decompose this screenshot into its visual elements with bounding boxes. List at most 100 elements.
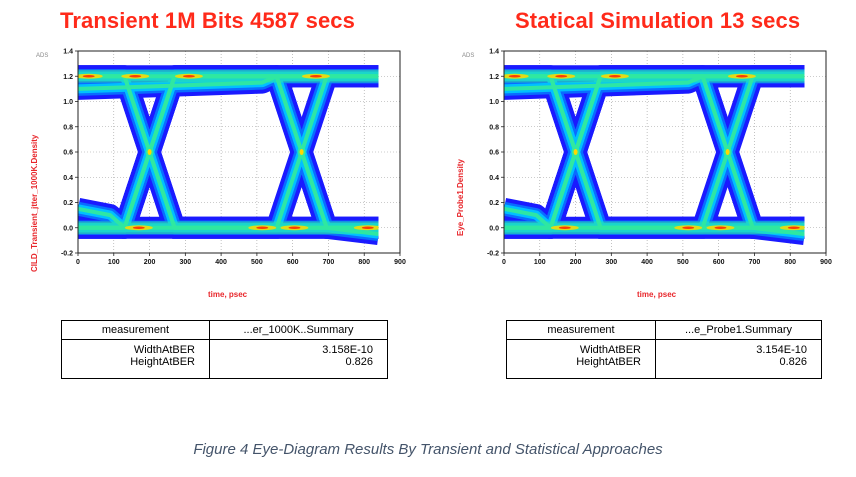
crossing-center — [299, 149, 304, 155]
rail-band — [78, 221, 379, 235]
measurement-name: HeightAtBER — [130, 356, 195, 368]
figure-caption: Figure 4 Eye-Diagram Results By Transien… — [193, 441, 663, 458]
measurement-names: WidthAtBER HeightAtBER — [506, 339, 656, 379]
y-tick-label: 0.2 — [63, 200, 73, 207]
density-peak — [682, 226, 695, 230]
table-row: WidthAtBER HeightAtBER 3.158E-10 0.826 — [61, 339, 388, 379]
y-tick-label: 0.4 — [63, 175, 73, 182]
density-peak — [787, 226, 800, 230]
eye-diagram-statistical: 0 100 200 300 400 500 600 700 800 900 -0.2 0.0 0.2 0.… — [487, 49, 832, 267]
density-peak — [508, 74, 521, 78]
measurement-values: 3.158E-10 0.826 — [209, 339, 388, 379]
measurement-value: 3.158E-10 — [322, 344, 373, 356]
measurement-value: 0.826 — [779, 356, 807, 368]
y-axis-label: Eye_Probe1.Density — [456, 159, 465, 236]
x-tick-label: 900 — [820, 259, 832, 266]
y-tick-label: 0.0 — [489, 225, 499, 232]
tick-labels: 0 100 200 300 400 500 600 700 800 900 -0.2 0.0 0.2 0.… — [61, 49, 406, 267]
y-tick-label: 1.2 — [489, 74, 499, 81]
ads-logo: ADS — [462, 53, 475, 59]
measurement-name: HeightAtBER — [576, 356, 641, 368]
density-peak — [82, 74, 95, 78]
table-header-cell: measurement — [61, 320, 210, 340]
rail-band — [504, 221, 805, 235]
density-peak — [288, 226, 301, 230]
measurement-value: 0.826 — [345, 356, 373, 368]
x-tick-label: 700 — [323, 259, 335, 266]
x-tick-label: 300 — [605, 259, 617, 266]
eye-diagram-transient: 0 100 200 300 400 500 600 700 800 900 -0.2 0.0 0.2 0.… — [61, 49, 406, 267]
x-axis-label: time, psec — [637, 290, 677, 299]
y-tick-label: 1.0 — [63, 99, 73, 106]
measurement-table: measurement ...er_1000K..Summary WidthAt… — [61, 320, 388, 379]
rail-band — [78, 69, 379, 83]
eye-traces — [504, 65, 805, 246]
density-peak — [256, 226, 269, 230]
x-tick-label: 0 — [76, 259, 80, 266]
density-peak — [608, 74, 621, 78]
crossing-center — [573, 149, 578, 155]
crossing-center — [147, 149, 152, 155]
density-peak — [132, 226, 145, 230]
y-tick-label: 0.6 — [63, 150, 73, 157]
density-peak — [182, 74, 195, 78]
y-axis-label: CILD_Transient_jtter_1000K.Density — [30, 134, 39, 272]
y-tick-label: 1.4 — [489, 49, 499, 56]
tick-labels: 0 100 200 300 400 500 600 700 800 900 -0.2 0.0 0.2 0.… — [487, 49, 832, 267]
table-header-cell: ...er_1000K..Summary — [209, 320, 388, 340]
y-tick-label: 0.6 — [489, 150, 499, 157]
table-header-row: measurement ...er_1000K..Summary — [61, 320, 388, 340]
density-peak — [558, 226, 571, 230]
x-tick-label: 300 — [179, 259, 191, 266]
density-peak — [309, 74, 322, 78]
x-tick-label: 0 — [502, 259, 506, 266]
x-tick-label: 500 — [677, 259, 689, 266]
x-tick-label: 800 — [784, 259, 796, 266]
y-tick-label: 0.4 — [489, 175, 499, 182]
x-tick-label: 500 — [251, 259, 263, 266]
hot-spots — [78, 73, 379, 231]
x-tick-label: 100 — [108, 259, 120, 266]
x-tick-label: 800 — [358, 259, 370, 266]
y-tick-label: 0.8 — [489, 124, 499, 131]
density-peak — [129, 74, 142, 78]
table-row: WidthAtBER HeightAtBER 3.154E-10 0.826 — [506, 339, 822, 379]
measurement-names: WidthAtBER HeightAtBER — [61, 339, 210, 379]
chart-title-transient: Transient 1M Bits 4587 secs — [60, 8, 355, 33]
x-tick-label: 400 — [641, 259, 653, 266]
measurement-value: 3.154E-10 — [756, 344, 807, 356]
density-peak — [361, 226, 374, 230]
table-header-cell: ...e_Probe1.Summary — [655, 320, 822, 340]
x-tick-label: 900 — [394, 259, 406, 266]
ads-logo: ADS — [36, 53, 49, 59]
chart-title-statistical: Statical Simulation 13 secs — [515, 8, 801, 33]
measurement-values: 3.154E-10 0.826 — [655, 339, 822, 379]
y-tick-label: 1.2 — [63, 74, 73, 81]
x-tick-label: 100 — [534, 259, 546, 266]
y-tick-label: -0.2 — [487, 251, 499, 258]
crossing-center — [725, 149, 730, 155]
y-tick-label: 0.2 — [489, 200, 499, 207]
x-tick-label: 600 — [287, 259, 299, 266]
density-peak — [735, 74, 748, 78]
y-tick-label: 0.0 — [63, 225, 73, 232]
measurement-name: WidthAtBER — [579, 344, 641, 356]
measurement-table: measurement ...e_Probe1.Summary WidthAtB… — [506, 320, 822, 379]
x-tick-label: 200 — [144, 259, 156, 266]
y-tick-label: 1.0 — [489, 99, 499, 106]
x-tick-label: 700 — [749, 259, 761, 266]
y-tick-label: 1.4 — [63, 49, 73, 56]
measurement-name: WidthAtBER — [133, 344, 195, 356]
hot-spots — [504, 73, 805, 231]
density-peak — [555, 74, 568, 78]
rail-band — [504, 69, 805, 83]
x-tick-label: 400 — [215, 259, 227, 266]
y-tick-label: 0.8 — [63, 124, 73, 131]
table-header-cell: measurement — [506, 320, 656, 340]
x-tick-label: 200 — [570, 259, 582, 266]
x-axis-label: time, psec — [208, 290, 248, 299]
y-tick-label: -0.2 — [61, 251, 73, 258]
x-tick-label: 600 — [713, 259, 725, 266]
table-header-row: measurement ...e_Probe1.Summary — [506, 320, 822, 340]
density-peak — [714, 226, 727, 230]
